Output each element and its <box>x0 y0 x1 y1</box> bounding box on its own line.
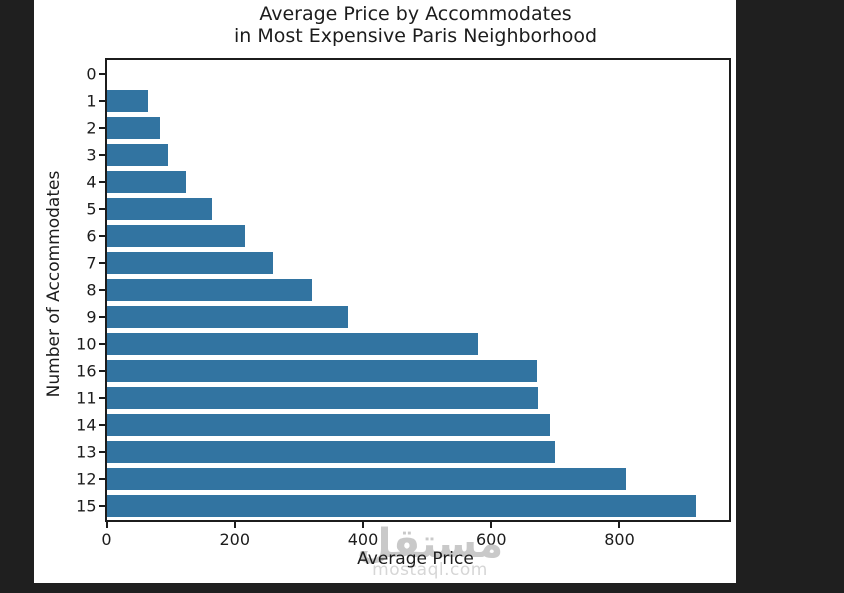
y-tick-mark <box>98 478 105 481</box>
bar-accommodates-5 <box>106 197 212 220</box>
y-tick-mark <box>98 370 105 373</box>
y-tick-mark <box>98 424 105 427</box>
bar-accommodates-14 <box>106 414 551 437</box>
plot-area: 0 1 2 3 4 5 6 7 8 9 10 16 11 14 13 12 15 0 200 400 600 800 <box>76 58 731 549</box>
y-tick-label: 12 <box>76 469 97 489</box>
x-tick-label: 600 <box>475 530 507 549</box>
x-axis-label: Average Price <box>357 549 474 569</box>
y-tick-mark <box>98 343 105 346</box>
y-tick-label: 15 <box>76 496 97 516</box>
y-tick-mark <box>98 72 105 75</box>
y-tick-mark <box>98 207 105 210</box>
y-tick-mark <box>98 153 105 156</box>
watermark: مستقل mostaql.com <box>330 521 530 580</box>
bar-accommodates-4 <box>106 170 186 193</box>
chart-figure: Average Price by Accommodates in Most Ex… <box>34 0 736 583</box>
bar-accommodates-8 <box>106 279 312 301</box>
y-tick-label: 16 <box>76 361 97 381</box>
bar-accommodates-1 <box>106 89 148 112</box>
y-tick-mark <box>98 261 105 264</box>
y-tick-mark <box>98 316 105 319</box>
y-tick-mark <box>98 505 105 508</box>
y-tick-mark <box>98 451 105 454</box>
y-tick-mark <box>98 180 105 183</box>
y-tick-label: 8 <box>86 280 97 300</box>
y-tick-mark <box>98 234 105 237</box>
y-tick-label: 1 <box>86 91 97 111</box>
chart-title: Average Price by Accommodates in Most Ex… <box>104 3 727 47</box>
y-tick-mark <box>98 126 105 129</box>
x-tick-label: 200 <box>219 530 251 549</box>
bar-accommodates-7 <box>106 251 274 274</box>
x-tick-mark <box>105 522 108 528</box>
y-tick-label: 6 <box>86 226 97 246</box>
x-tick-mark <box>233 522 236 528</box>
bar-accommodates-2 <box>106 116 161 139</box>
bar-accommodates-12 <box>106 468 626 491</box>
x-tick-mark <box>361 522 364 528</box>
y-tick-label: 9 <box>86 307 97 327</box>
y-tick-label: 7 <box>86 253 97 273</box>
x-tick-mark <box>618 522 621 528</box>
bar-accommodates-15 <box>106 495 697 518</box>
y-tick-mark <box>98 99 105 102</box>
y-tick-label: 14 <box>76 415 97 435</box>
bar-accommodates-11 <box>106 387 539 410</box>
y-tick-label: 5 <box>86 199 97 219</box>
x-tick-label: 0 <box>101 530 112 549</box>
y-tick-label: 4 <box>86 172 97 192</box>
x-tick-label: 400 <box>347 530 379 549</box>
y-tick-label: 2 <box>86 118 97 138</box>
y-tick-mark <box>98 397 105 400</box>
y-tick-label: 13 <box>76 442 97 462</box>
watermark-url-text: mostaql.com <box>372 560 488 580</box>
y-tick-label: 3 <box>86 145 97 165</box>
watermark-arabic-logo: مستقل <box>356 521 504 567</box>
bar-accommodates-16 <box>106 360 538 383</box>
x-tick-label: 800 <box>604 530 635 549</box>
chart-title-line-1: Average Price by Accommodates <box>259 3 572 25</box>
bar-accommodates-3 <box>106 143 169 166</box>
x-tick-mark <box>490 522 493 528</box>
y-tick-label: 11 <box>76 388 97 408</box>
y-tick-label: 0 <box>86 64 97 84</box>
bar-accommodates-13 <box>106 441 555 464</box>
y-tick-label: 10 <box>76 334 97 354</box>
bar-accommodates-10 <box>106 333 479 356</box>
y-axis-label: Number of Accommodates <box>44 170 64 398</box>
bar-accommodates-6 <box>106 224 245 247</box>
chart-title-line-2: in Most Expensive Paris Neighborhood <box>233 24 598 47</box>
y-tick-mark <box>98 289 105 291</box>
bar-accommodates-9 <box>106 306 349 329</box>
